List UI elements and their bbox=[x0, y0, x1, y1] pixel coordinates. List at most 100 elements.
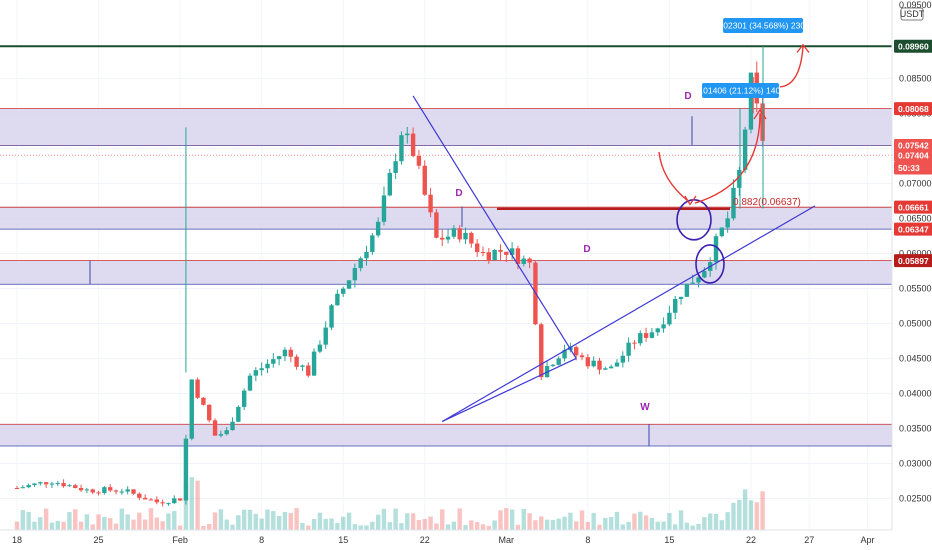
volume-bar bbox=[20, 510, 26, 530]
volume-bar bbox=[253, 513, 259, 530]
price-axis[interactable]: 0.085000.080000.075000.070000.065000.060… bbox=[891, 0, 932, 530]
candle-body bbox=[504, 251, 509, 255]
volume-bar bbox=[78, 521, 84, 530]
time-tick-label: 27 bbox=[804, 535, 814, 545]
candle-body bbox=[166, 503, 171, 505]
price-tag bbox=[894, 161, 932, 175]
candle-body bbox=[32, 483, 37, 486]
price-tick-label: 0.04000 bbox=[899, 388, 932, 398]
candle-body bbox=[562, 350, 567, 359]
price-tick-label: 0.02500 bbox=[899, 493, 932, 503]
candle-body bbox=[20, 487, 26, 489]
volume-bar bbox=[195, 480, 200, 530]
volume-bar bbox=[678, 510, 684, 530]
volume-bar bbox=[597, 524, 602, 530]
candle-body bbox=[276, 356, 282, 360]
volume-bar bbox=[341, 516, 346, 530]
candle-body bbox=[26, 485, 31, 488]
candle-body bbox=[405, 133, 410, 136]
arrow-head bbox=[796, 43, 810, 53]
candle-body bbox=[38, 482, 43, 484]
candle-body bbox=[119, 491, 125, 493]
candle-body bbox=[434, 212, 439, 238]
volume-bar bbox=[713, 514, 719, 530]
volume-bar bbox=[67, 512, 72, 530]
price-zone bbox=[0, 207, 892, 230]
time-tick-label: 8 bbox=[259, 535, 264, 545]
volume-bar bbox=[434, 523, 439, 530]
volume-bar bbox=[90, 524, 95, 530]
time-tick-label: Feb bbox=[172, 535, 188, 545]
volume-bar bbox=[55, 520, 60, 530]
volume-bar bbox=[160, 521, 165, 530]
candle-body bbox=[142, 497, 148, 500]
candle-body bbox=[626, 342, 631, 356]
candle-body bbox=[597, 360, 602, 370]
candle-body bbox=[218, 434, 224, 436]
candle-body bbox=[492, 249, 497, 260]
volume-bar bbox=[201, 525, 206, 530]
volume-bar bbox=[32, 521, 37, 530]
candle-body bbox=[474, 243, 480, 253]
candle-body bbox=[673, 298, 678, 313]
volume-bar bbox=[399, 523, 404, 530]
candle-body bbox=[160, 502, 165, 504]
time-tick-label: 25 bbox=[94, 535, 104, 545]
volume-bar bbox=[707, 513, 713, 530]
candle-body bbox=[399, 135, 404, 162]
projection-arrow bbox=[694, 113, 761, 204]
candle-body bbox=[358, 258, 363, 269]
candle-body bbox=[539, 324, 544, 378]
candle-body bbox=[574, 347, 579, 356]
volume-bar bbox=[26, 511, 31, 530]
candle-body bbox=[486, 252, 492, 260]
price-tag-label: 0.08960 bbox=[898, 41, 929, 51]
time-tick-label: 15 bbox=[338, 535, 348, 545]
candle-body bbox=[719, 227, 725, 237]
candle-body bbox=[375, 221, 381, 236]
candle-body bbox=[696, 277, 701, 283]
volume-bar bbox=[218, 509, 224, 530]
candle-body bbox=[614, 362, 620, 367]
volume-bar bbox=[84, 514, 90, 530]
volume-bar bbox=[410, 513, 416, 530]
candle-body bbox=[515, 248, 521, 264]
volume-bar bbox=[591, 512, 596, 530]
measure-box bbox=[702, 83, 779, 98]
candle-body bbox=[579, 355, 585, 358]
volume-bar bbox=[119, 508, 125, 530]
candle-body bbox=[201, 397, 206, 405]
volume-bar bbox=[96, 514, 101, 530]
candle-body bbox=[55, 483, 60, 485]
volume-bar bbox=[364, 525, 369, 530]
volume-bar bbox=[527, 513, 532, 530]
volume-bar bbox=[43, 508, 49, 530]
candle-body bbox=[241, 390, 247, 407]
volume-bar bbox=[358, 525, 363, 530]
measure-box-label: 0.01406 (21.12%) 1406 bbox=[696, 86, 785, 96]
candle-body bbox=[591, 360, 596, 367]
candle-body bbox=[352, 268, 358, 281]
volume-bar bbox=[282, 511, 288, 530]
volume-bar bbox=[550, 520, 556, 530]
volume-bar bbox=[428, 516, 433, 530]
volume-bar bbox=[38, 517, 43, 530]
volume-bar bbox=[742, 489, 748, 530]
candle-body bbox=[713, 236, 719, 263]
candle-body bbox=[108, 487, 113, 491]
time-axis[interactable]: 18 25 Feb 8 15 22 Mar 8 15 22 27 Apr bbox=[0, 529, 892, 545]
price-tick-label: 0.07000 bbox=[899, 178, 932, 188]
volume-bar bbox=[504, 508, 509, 530]
candle-body bbox=[702, 270, 707, 278]
candle-body bbox=[341, 288, 346, 294]
candle-body bbox=[49, 483, 55, 485]
volume-bar bbox=[626, 521, 631, 530]
currency-badge bbox=[900, 7, 924, 21]
candle-body bbox=[451, 228, 457, 237]
measure-box-label: 0.02301 (34.568%) 2301 bbox=[716, 21, 810, 31]
candle-body bbox=[655, 328, 660, 333]
volume-bar bbox=[474, 522, 480, 530]
candle-body bbox=[306, 365, 311, 376]
volume-bar bbox=[73, 509, 78, 530]
